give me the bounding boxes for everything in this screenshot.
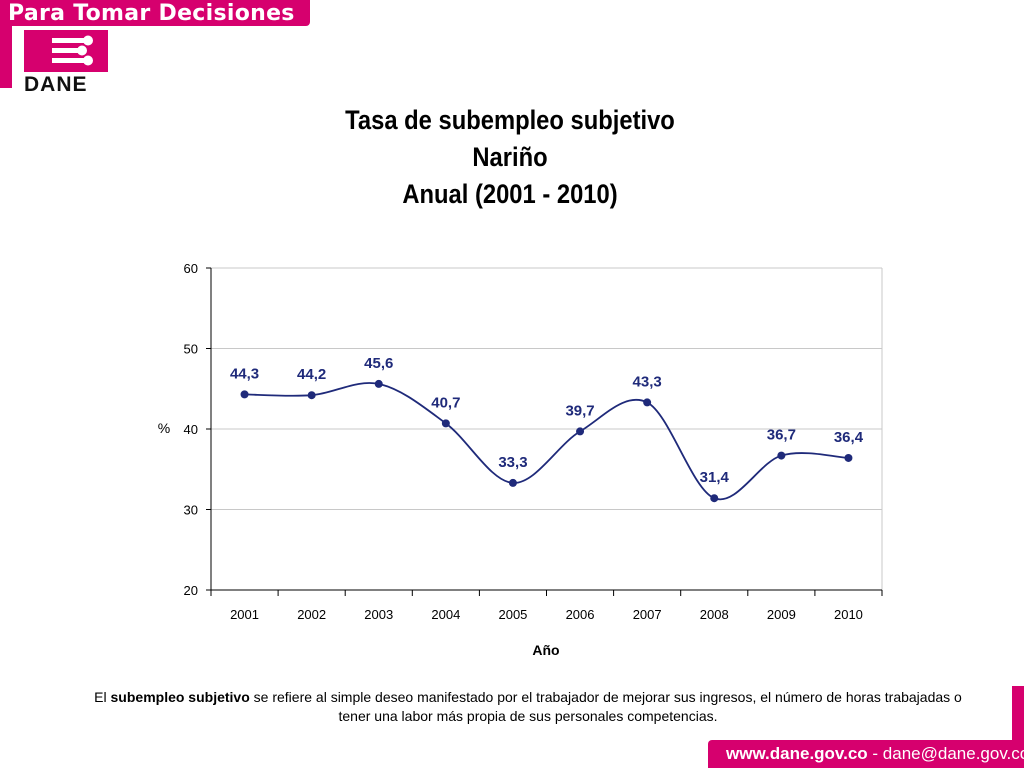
data-point	[508, 478, 517, 487]
data-label: 31,4	[700, 469, 730, 486]
data-point	[643, 398, 652, 407]
x-tick-label: 2002	[297, 607, 326, 622]
right-accent-strip	[1012, 686, 1024, 740]
data-point	[710, 494, 719, 503]
x-tick-label: 2007	[633, 607, 662, 622]
axes: 20 30 40 50 60 2001 2002 2003 2004 2005 2006 2007 20…	[184, 261, 883, 622]
data-label: 40,7	[431, 394, 460, 411]
chart-title-line-3: Anual (2001 - 2010)	[402, 179, 618, 209]
data-point	[374, 379, 383, 388]
data-point	[307, 391, 316, 400]
data-point	[240, 390, 249, 399]
footnote-text: se refiere al simple deseo manifestado p…	[249, 689, 962, 724]
footer-email-link[interactable]: - dane@dane.gov.co	[867, 744, 1024, 763]
banner-text: Para Tomar Decisiones	[8, 1, 295, 26]
footnote-prefix: El	[94, 689, 111, 705]
data-label: 36,7	[767, 427, 796, 444]
x-tick-label: 2005	[498, 607, 527, 622]
footnote-term: subempleo subjetivo	[110, 689, 250, 705]
data-label: 45,6	[364, 355, 393, 372]
data-label: 36,4	[834, 429, 864, 446]
x-tick-label: 2006	[566, 607, 595, 622]
dane-logo-icon	[24, 30, 108, 72]
x-tick-label: 2009	[767, 607, 796, 622]
y-tick-label: 50	[184, 342, 198, 357]
header-banner: Para Tomar Decisiones	[0, 0, 310, 26]
data-label: 44,2	[297, 366, 326, 383]
x-axis-label: Año	[532, 642, 559, 658]
y-tick-label: 30	[184, 503, 198, 518]
x-tick-label: 2004	[431, 607, 460, 622]
data-point	[441, 419, 450, 428]
footnote: El subempleo subjetivo se refiere al sim…	[88, 688, 968, 726]
data-point	[576, 427, 585, 436]
chart-title: Tasa de subempleo subjetivo Nariño Anual…	[237, 102, 783, 213]
x-tick-label: 2001	[230, 607, 259, 622]
chart-title-line-2: Nariño	[472, 142, 548, 172]
series-layer: 44,3 44,2 45,6 40,7 33,3 39,7 43,3 31,4 36,7 36,4	[230, 355, 864, 503]
data-label: 33,3	[498, 454, 527, 471]
data-label: 43,3	[633, 373, 662, 390]
left-accent-strip	[0, 26, 12, 88]
y-tick-label: 40	[184, 422, 198, 437]
y-tick-label: 60	[184, 261, 198, 276]
data-label: 39,7	[565, 402, 594, 419]
data-point	[844, 453, 853, 462]
series-line	[244, 382, 849, 501]
dane-logo-text: DANE	[24, 73, 88, 96]
data-label: 44,3	[230, 365, 259, 382]
chart-title-line-1: Tasa de subempleo subjetivo	[345, 105, 675, 135]
x-tick-label: 2008	[700, 607, 729, 622]
footer-bar: www.dane.gov.co - dane@dane.gov.co	[708, 740, 1024, 768]
data-point	[777, 451, 786, 460]
gridlines	[211, 267, 883, 590]
x-tick-label: 2010	[834, 607, 863, 622]
footer-website-link[interactable]: www.dane.gov.co	[726, 744, 868, 763]
y-axis-label: %	[158, 420, 170, 436]
footer-text: www.dane.gov.co - dane@dane.gov.co	[726, 744, 1024, 764]
y-tick-label: 20	[184, 583, 198, 598]
x-tick-label: 2003	[364, 607, 393, 622]
